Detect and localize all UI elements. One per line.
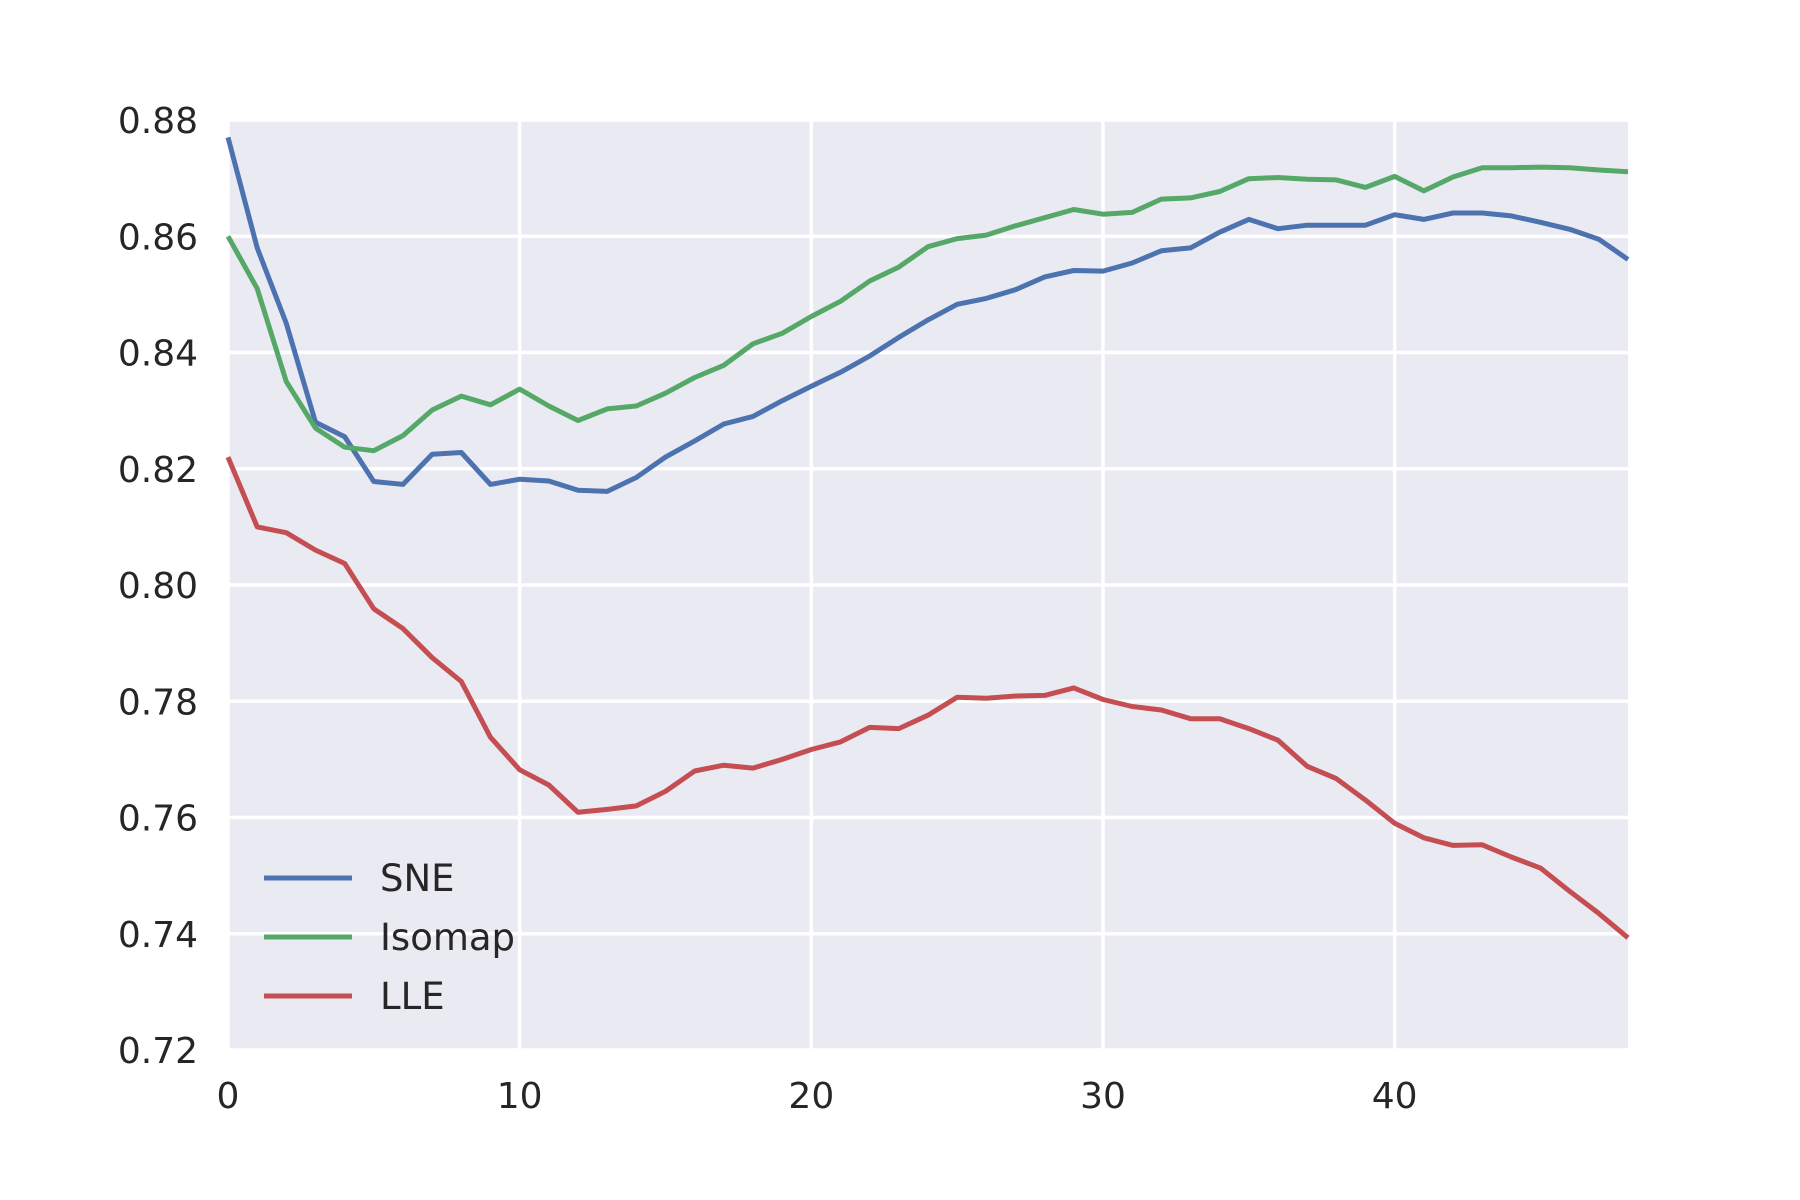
series-lines xyxy=(225,136,1630,940)
y-axis-tick-labels: 0.72 0.74 0.76 0.78 0.80 0.82 0.84 0.86 0.88 xyxy=(118,101,198,1072)
y-tick-label: 0.76 xyxy=(118,799,198,840)
legend: SNE Isomap LLE xyxy=(264,857,515,1018)
y-tick-label: 0.84 xyxy=(118,334,198,375)
x-tick-label: 30 xyxy=(1080,1076,1126,1117)
x-axis-tick-labels: 0 10 20 30 40 xyxy=(217,1076,1418,1117)
series-line-lle xyxy=(225,456,1630,940)
x-tick-label: 0 xyxy=(217,1076,240,1117)
legend-label-lle: LLE xyxy=(380,975,445,1018)
x-tick-label: 10 xyxy=(497,1076,543,1117)
y-tick-label: 0.72 xyxy=(118,1031,198,1072)
series-line-isomap xyxy=(225,164,1629,454)
x-tick-label: 20 xyxy=(788,1076,834,1117)
legend-label-sne: SNE xyxy=(380,857,455,900)
y-tick-label: 0.78 xyxy=(118,682,198,723)
series-line-sne xyxy=(225,136,1630,494)
legend-label-isomap: Isomap xyxy=(380,916,515,959)
y-tick-label: 0.74 xyxy=(118,915,198,956)
y-tick-label: 0.82 xyxy=(118,450,198,491)
x-tick-label: 40 xyxy=(1372,1076,1418,1117)
y-tick-label: 0.80 xyxy=(118,566,198,607)
grid-lines xyxy=(226,118,1628,1052)
y-tick-label: 0.88 xyxy=(118,101,198,142)
y-tick-label: 0.86 xyxy=(118,217,198,258)
